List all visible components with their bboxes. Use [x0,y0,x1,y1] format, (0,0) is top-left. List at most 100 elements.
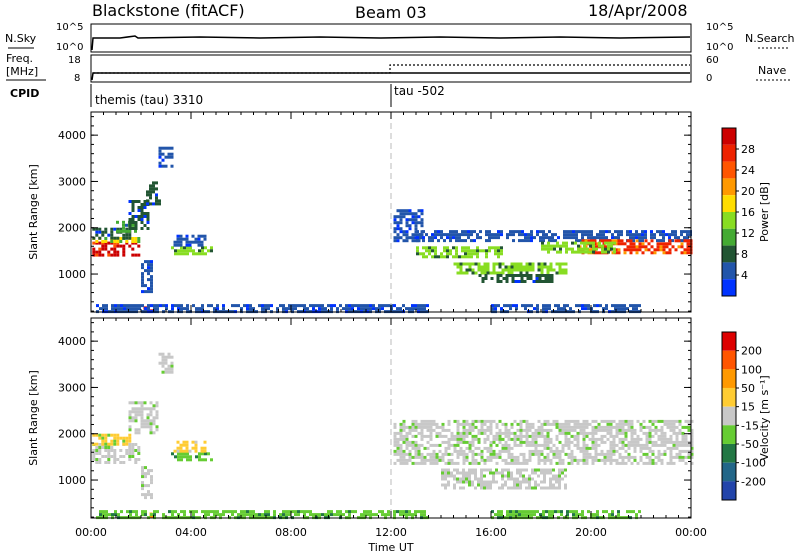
power-cell [482,249,485,253]
power-cell [499,280,503,283]
velocity-cell [567,440,571,444]
power-cell [602,236,605,240]
power-cell [161,158,165,162]
velocity-cell [471,452,475,456]
power-cell [446,233,449,237]
velocity-cell [186,455,189,459]
velocity-cell [396,510,399,514]
velocity-cell [492,419,496,423]
velocity-cell [687,440,691,444]
velocity-cell [495,431,499,435]
velocity-cell [465,428,469,432]
power-cell [116,227,120,231]
power-cell [179,240,183,244]
velocity-cell [480,486,483,490]
velocity-cell [627,419,631,423]
freq-panel: 18 8 60 0 Freq. [MHz] Nave [6,52,790,84]
power-cell [671,245,675,249]
velocity-cell [98,458,102,461]
power-cell [467,230,470,234]
power-cell [461,230,464,234]
velocity-cell [597,425,601,429]
power-cell [486,265,490,269]
power-cell [101,244,105,248]
power-cell [198,307,201,311]
power-cell [533,307,536,311]
power-cell [538,280,542,283]
velocity-cell [678,458,682,462]
velocity-cell [624,437,628,441]
velocity-cell [540,449,544,453]
velocity-cell [612,419,616,423]
power-cell [348,307,351,311]
power-cell [559,244,562,248]
velocity-cell [426,428,430,432]
velocity-cell [663,434,667,438]
power-cell [411,236,415,240]
velocity-cell [657,434,661,438]
velocity-cell [149,431,153,435]
power-cell [518,230,521,234]
velocity-cell [468,428,472,432]
power-cell [558,268,562,272]
velocity-cell [629,510,632,514]
power-cell [131,218,135,221]
velocity-cell [204,458,207,462]
power-cell [611,239,615,243]
power-cell [216,304,219,308]
velocity-cell [201,458,204,462]
power-cell [513,265,517,269]
velocity-cell [444,446,448,450]
velocity-cell [435,434,439,438]
velocity-cell [543,480,546,484]
power-cell [471,268,475,272]
power-cell [528,265,532,269]
power-cell [126,307,129,311]
velocity-cell [492,471,495,475]
velocity-cell [492,455,496,459]
velocity-cell [411,455,415,459]
power-cell [489,271,493,275]
velocity-cell [561,461,565,465]
power-cell [506,233,509,237]
velocity-cell [492,452,496,456]
power-cell [147,263,150,267]
velocity-cell [639,425,643,429]
velocity-cell [345,510,348,514]
power-cell [473,252,476,256]
velocity-cell [546,431,550,435]
velocity-cell [489,468,492,472]
velocity-cell [240,513,243,517]
velocity-cell [594,428,598,432]
velocity-cell [495,455,499,459]
power-cell [462,271,466,275]
power-cell [101,233,105,237]
power-cell [470,252,473,256]
power-cell [563,236,566,240]
velocity-cell [411,434,415,438]
power-cell [431,239,434,243]
velocity-cell [164,358,168,362]
velocity-cell [585,455,589,459]
velocity-cell [264,513,267,517]
velocity-cell [636,443,640,447]
power-cell [405,218,409,222]
velocity-cell [462,468,465,472]
velocity-cell [591,446,595,450]
velocity-cell [507,446,511,450]
velocity-cell [591,440,595,444]
velocity-cell [141,487,144,491]
velocity-cell [411,513,414,517]
velocity-cell [393,461,397,465]
velocity-cell [249,513,252,517]
velocity-cell [552,477,555,481]
velocity-cell [612,443,616,447]
velocity-cell [486,468,489,472]
power-cell [647,248,651,252]
velocity-cell [549,437,553,441]
velocity-cell [402,461,406,465]
power-cell [641,242,645,246]
power-cell [662,245,666,249]
velocity-cell [411,428,415,432]
velocity-cell [456,425,460,429]
